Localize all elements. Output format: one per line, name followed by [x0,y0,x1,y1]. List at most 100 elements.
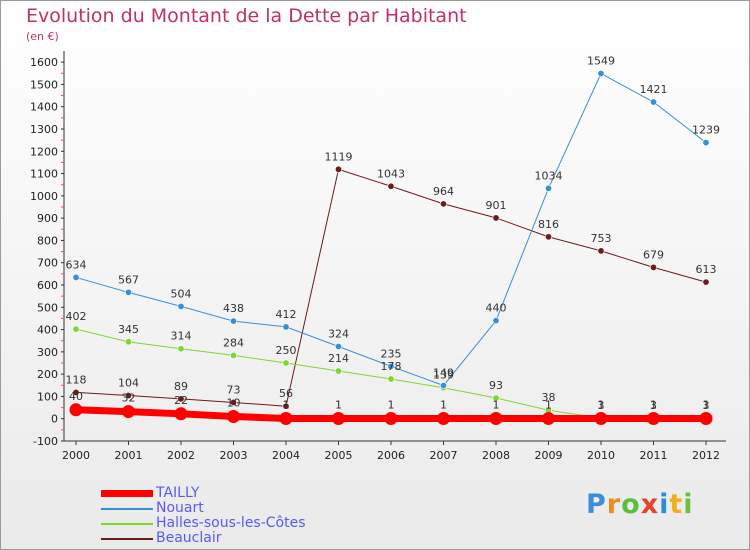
data-point [72,325,80,333]
data-point [492,214,500,222]
data-label: 1421 [640,83,668,96]
data-point [282,323,290,331]
y-tick-label: 400 [37,324,58,337]
brand-letter: i [683,489,694,520]
y-tick-label: 500 [37,301,58,314]
legend-label: TAILLY [156,485,200,501]
legend-swatch [101,508,153,510]
y-tick-label: 600 [37,279,58,292]
data-label: 3 [703,399,710,412]
data-point [332,411,345,425]
data-point [230,317,238,325]
data-point [387,182,395,190]
data-point [542,411,555,425]
data-label: 753 [591,232,612,245]
y-tick-label: 1200 [30,145,58,158]
data-point [279,411,293,425]
data-label: 1043 [377,167,405,180]
data-point [594,411,608,425]
data-point [702,139,710,147]
data-label: 1 [598,398,605,411]
data-point [384,411,398,425]
legend-swatch [101,538,153,540]
x-tick-label: 2002 [167,449,195,462]
data-label: 235 [381,347,402,360]
y-tick-label: 1500 [30,78,58,91]
data-label: 1 [388,398,395,411]
data-label: 139 [433,369,454,382]
data-point [334,343,342,351]
data-label: 32 [122,392,136,405]
data-point [72,273,80,281]
x-tick-label: 2011 [640,449,668,462]
data-label: 104 [118,377,139,390]
data-label: 440 [486,302,507,315]
data-label: 284 [223,336,244,349]
data-label: 178 [381,360,402,373]
data-point [69,403,83,417]
data-label: 1 [335,398,342,411]
data-label: 89 [174,380,188,393]
y-tick-label: 0 [51,413,58,426]
y-tick-label: 900 [37,212,58,225]
data-point [387,375,395,383]
data-point [125,288,133,296]
y-tick-label: -100 [33,435,58,448]
data-label: 73 [227,383,241,396]
x-tick-label: 2009 [535,449,563,462]
y-tick-label: 1100 [30,168,58,181]
x-tick-label: 2006 [377,449,405,462]
data-point [227,409,240,423]
data-label: 1549 [587,55,615,68]
data-label: 402 [66,310,87,323]
data-point [334,367,342,375]
data-point [122,405,135,419]
data-label: 1 [703,398,710,411]
legend-label: Halles-sous-les-Côtes [156,515,306,531]
data-label: 93 [489,379,503,392]
data-point [177,395,185,403]
brand-logo: Proxiti [586,489,694,520]
data-point [334,165,342,173]
brand-letter: i [659,489,670,520]
data-label: 314 [171,330,192,343]
data-label: 149 [433,367,454,380]
data-label: 679 [643,248,664,261]
data-label: 40 [69,390,83,403]
data-point [699,411,713,425]
data-label: 1034 [535,169,563,182]
brand-letter: t [669,489,684,520]
x-tick-label: 2010 [587,449,615,462]
data-label: 3 [598,399,605,412]
chart-subtitle: (en €) [26,30,59,43]
data-label: 504 [171,287,192,300]
y-tick-label: 1300 [30,123,58,136]
data-point [177,302,185,310]
data-label: 3 [650,399,657,412]
x-tick-label: 2012 [692,449,720,462]
data-point [597,247,605,255]
y-tick-label: 100 [37,390,58,403]
data-label: 1 [283,398,290,411]
legend-label: Nouart [156,500,204,516]
data-point [174,407,188,421]
data-point [387,362,395,370]
data-label: 345 [118,323,139,336]
x-tick-label: 2000 [62,449,90,462]
data-point [439,382,447,390]
chart-title: Evolution du Montant de la Dette par Hab… [26,5,467,27]
data-label: 412 [276,308,297,321]
y-tick-label: 1000 [30,190,58,203]
data-point [125,392,133,400]
brand-letter: o [621,489,641,520]
data-label: 1119 [325,150,353,163]
data-label: 1 [650,398,657,411]
data-label: 56 [279,387,293,400]
data-point [230,351,238,359]
legend-label: Beauclair [156,530,222,546]
data-point [177,345,185,353]
data-label: 1 [545,398,552,411]
x-tick-label: 2001 [115,449,143,462]
x-tick-label: 2005 [325,449,353,462]
